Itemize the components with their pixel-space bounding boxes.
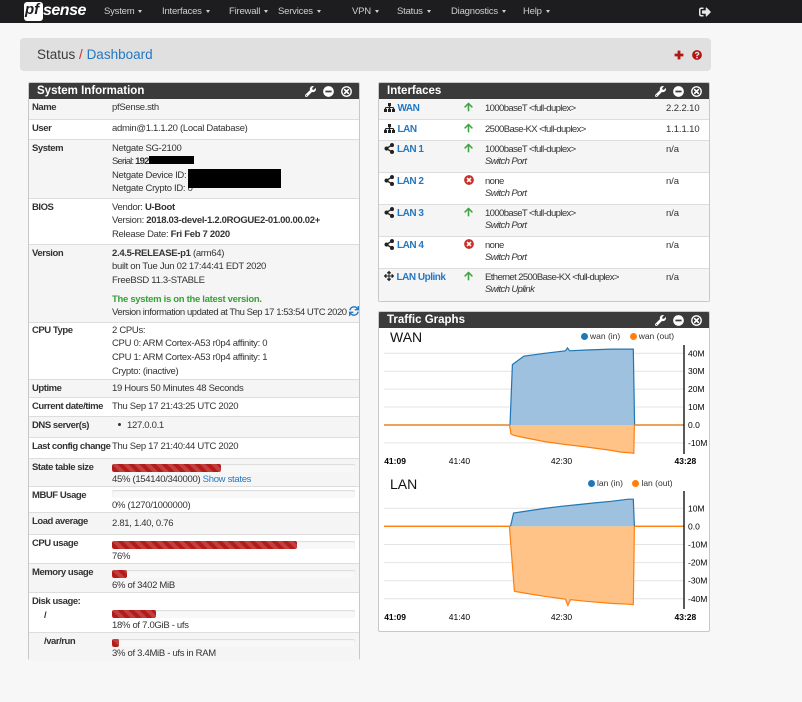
- svg-text:0.0: 0.0: [688, 420, 700, 430]
- svg-text:0.0: 0.0: [688, 521, 700, 531]
- svg-text:43:28: 43:28: [675, 456, 697, 466]
- svg-text:41:09: 41:09: [384, 612, 406, 622]
- svg-text:-30M: -30M: [688, 576, 707, 586]
- svg-text:42:30: 42:30: [551, 456, 573, 466]
- svg-text:-10M: -10M: [688, 540, 707, 550]
- svg-text:20M: 20M: [688, 384, 705, 394]
- svg-text:41:40: 41:40: [449, 612, 471, 622]
- svg-text:41:09: 41:09: [384, 456, 406, 466]
- svg-text:10M: 10M: [688, 503, 705, 513]
- svg-text:40M: 40M: [688, 348, 705, 358]
- svg-text:-10M: -10M: [688, 438, 707, 448]
- svg-text:41:40: 41:40: [449, 456, 471, 466]
- svg-text:42:30: 42:30: [551, 612, 573, 622]
- svg-text:-40M: -40M: [688, 594, 707, 604]
- svg-text:10M: 10M: [688, 402, 705, 412]
- svg-text:30M: 30M: [688, 366, 705, 376]
- svg-text:-20M: -20M: [688, 558, 707, 568]
- svg-text:43:28: 43:28: [675, 612, 697, 622]
